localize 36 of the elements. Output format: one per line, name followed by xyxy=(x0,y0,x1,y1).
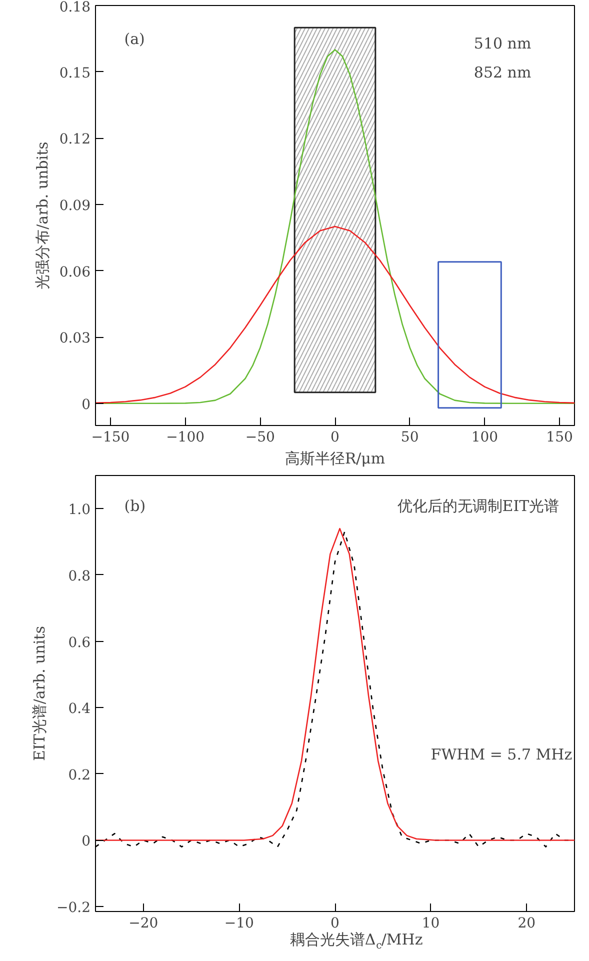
x-axis-title: 高斯半径R/μm xyxy=(284,450,386,468)
y-axis-title: 光强分布/arb. unbits xyxy=(33,142,52,290)
y-tick-label: −0.2 xyxy=(56,900,91,916)
x-tick-label: −150 xyxy=(91,430,130,446)
x-tick-label: −20 xyxy=(128,916,158,932)
y-tick-label: 0.09 xyxy=(59,198,90,214)
x-tick-label: −10 xyxy=(224,916,254,932)
x-tick-label: 50 xyxy=(400,430,419,446)
y-tick-label: 0.8 xyxy=(68,568,90,584)
x-tick-label: 10 xyxy=(422,916,440,932)
y-tick-label: 0.15 xyxy=(59,65,90,82)
x-tick-label: 150 xyxy=(546,430,573,446)
y-tick-label: 0.2 xyxy=(68,767,90,784)
y-tick-label: 0.06 xyxy=(59,264,91,280)
y-axis-title: EIT光谱/arb. units xyxy=(30,626,49,762)
x-tick-label: −50 xyxy=(245,430,275,446)
y-tick-label: 0 xyxy=(82,396,91,413)
y-tick-label: 0.4 xyxy=(68,701,91,718)
annotation: (b) xyxy=(124,497,146,516)
x-tick-label: 20 xyxy=(518,916,536,932)
x-tick-label: 0 xyxy=(330,916,340,932)
x-tick-label: 0 xyxy=(330,430,340,446)
annotation: 优化后的无调制EIT光谱 xyxy=(397,497,560,516)
y-tick-label: 1.0 xyxy=(68,502,90,518)
y-tick-label: 0.12 xyxy=(59,132,90,148)
y-tick-label: 0.03 xyxy=(59,330,90,347)
y-tick-label: 0.18 xyxy=(59,0,90,16)
annotation: (a) xyxy=(124,30,145,48)
x-tick-label: −100 xyxy=(166,430,205,446)
y-tick-label: 0.6 xyxy=(68,634,91,651)
line-series xyxy=(96,226,574,404)
annotation: 510 nm xyxy=(474,34,532,52)
annotation: 852 nm xyxy=(474,64,532,82)
y-tick-label: 0 xyxy=(82,834,91,850)
annotation: FWHM = 5.7 MHz xyxy=(430,746,572,764)
x-tick-label: 100 xyxy=(471,430,498,446)
